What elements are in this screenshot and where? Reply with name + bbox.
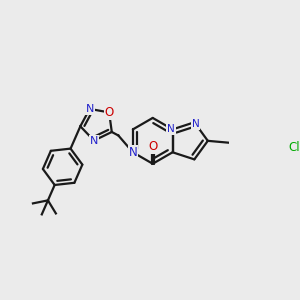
Text: O: O [104, 106, 114, 119]
Text: N: N [167, 124, 175, 134]
Text: N: N [85, 104, 94, 114]
Text: O: O [148, 140, 157, 153]
Text: N: N [90, 136, 98, 146]
Text: N: N [128, 146, 137, 159]
Text: N: N [192, 119, 200, 129]
Text: Cl: Cl [289, 141, 300, 154]
